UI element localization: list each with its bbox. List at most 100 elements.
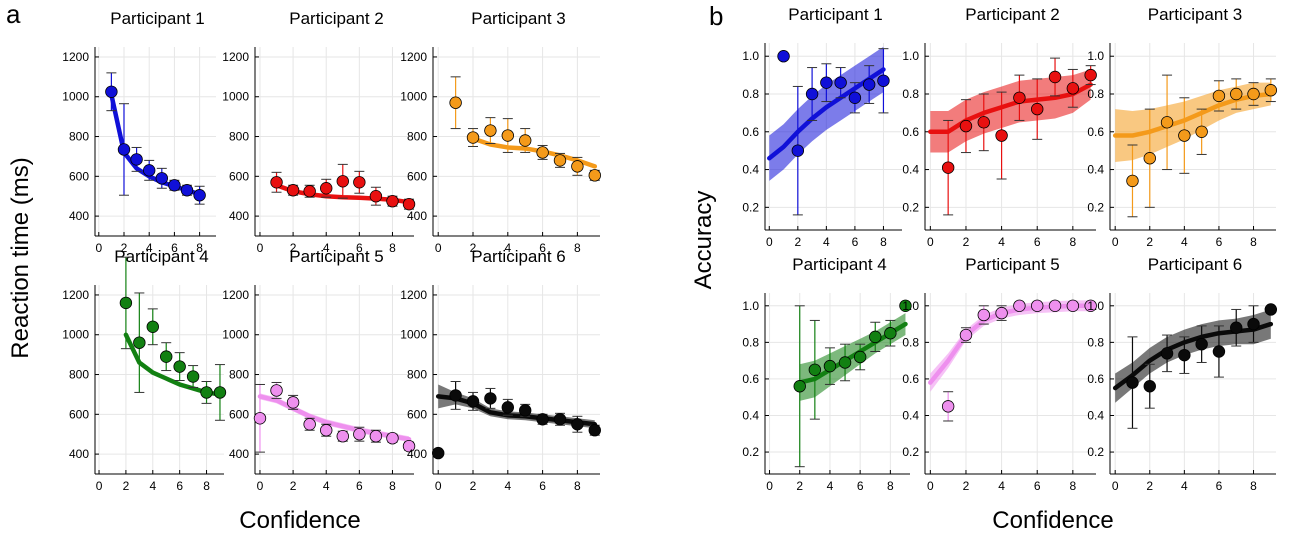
y-tick-label: 1.0 [902, 49, 919, 63]
data-point [142, 164, 156, 177]
y-tick-label: 0.2 [902, 445, 919, 459]
data-point [386, 431, 399, 445]
y-tick-label: 0.4 [1087, 163, 1104, 177]
data-point [1031, 299, 1044, 312]
x-tick-label: 6 [539, 479, 546, 493]
data-point [484, 124, 497, 137]
x-tick-label: 6 [1034, 479, 1041, 493]
data-point [466, 395, 480, 408]
data-point [995, 306, 1008, 320]
data-point [518, 404, 532, 417]
data-point [823, 359, 837, 373]
y-tick-label: 400 [407, 447, 427, 461]
data-point [353, 428, 366, 441]
y-tick-label: 1000 [222, 328, 249, 342]
x-tick-label: 2 [290, 241, 297, 255]
y-tick-label: 1000 [222, 90, 249, 104]
data-point [402, 439, 416, 453]
y-tick-label: 0.6 [1087, 125, 1104, 139]
data-point [270, 176, 283, 189]
data-point [1178, 129, 1191, 142]
chart-b-3: 0.2 0.4 0.6 0.8 1.0 0 2 4 6 8 Participant 3 [1087, 5, 1278, 249]
data-point [1230, 321, 1243, 334]
subplot-title: Participant 5 [289, 247, 384, 266]
y-tick-label: 400 [69, 209, 89, 223]
panel-a-letter: a [6, 0, 21, 29]
x-tick-label: 4 [1181, 479, 1188, 493]
chart-a-1: 400 600 800 1000 1200 0 2 4 6 8 Participant 1 [62, 9, 216, 255]
fit-line [1112, 321, 1274, 391]
data-point [1230, 87, 1243, 101]
x-tick-label: 6 [857, 479, 864, 493]
fit-line [1112, 91, 1274, 138]
x-tick-label: 4 [323, 241, 330, 255]
data-point [1247, 317, 1260, 331]
fit-line [257, 394, 412, 442]
data-point [173, 360, 186, 373]
x-tick-label: 8 [203, 479, 210, 493]
x-tick-label: 4 [823, 235, 830, 249]
y-tick-label: 1200 [62, 288, 89, 302]
subplot-title: Participant 2 [289, 9, 384, 28]
x-tick-label: 6 [539, 241, 546, 255]
fit-line [928, 82, 1093, 135]
y-tick-label: 800 [69, 368, 89, 382]
data-point [270, 384, 283, 397]
chart-a-2: 400 600 800 1000 1200 0 2 4 6 8 Participant 2 [222, 9, 416, 255]
y-tick-label: 1.0 [742, 49, 759, 63]
data-point [1066, 82, 1080, 95]
fit-line [928, 303, 1093, 385]
data-point [777, 50, 790, 63]
fit-band [930, 300, 1091, 392]
y-tick-label: 0.2 [742, 445, 759, 459]
y-tick-label: 0.4 [742, 163, 759, 177]
data-point [1247, 87, 1260, 101]
x-tick-label: 2 [121, 241, 128, 255]
data-point [369, 430, 383, 443]
chart-b-1: 0.2 0.4 0.6 0.8 1.0 0 2 4 6 8 Participant 1 [742, 5, 902, 249]
y-tick-label: 800 [407, 130, 427, 144]
data-point [838, 356, 852, 369]
chart-a-4: 400 600 800 1000 1200 0 2 4 6 8 Participant 4 [62, 247, 227, 493]
data-point [877, 74, 890, 87]
y-tick-label: 800 [407, 368, 427, 382]
x-tick-label: 8 [1070, 235, 1077, 249]
data-point [1143, 380, 1156, 393]
data-point [303, 185, 316, 198]
y-tick-label: 600 [407, 169, 427, 183]
data-point [848, 91, 862, 104]
data-point [820, 76, 833, 89]
x-tick-label: 2 [123, 479, 130, 493]
y-tick-label: 400 [407, 209, 427, 223]
data-point [117, 143, 131, 156]
x-tick-label: 4 [827, 479, 834, 493]
data-point [146, 320, 159, 333]
subplot-title: Participant 4 [792, 255, 887, 274]
data-point [588, 169, 601, 182]
x-tick-label: 2 [1146, 235, 1153, 249]
x-tick-label: 6 [176, 479, 183, 493]
data-point [1031, 102, 1044, 116]
panel-a-y-axis-label: Reaction time (ms) [7, 157, 34, 358]
data-point [119, 296, 133, 310]
x-tick-label: 0 [257, 241, 264, 255]
data-point [571, 160, 584, 173]
data-point [899, 299, 912, 312]
data-point [1013, 299, 1026, 312]
x-tick-label: 4 [504, 241, 511, 255]
x-tick-label: 0 [1112, 235, 1119, 249]
data-point [1084, 299, 1097, 312]
y-tick-label: 0.6 [742, 125, 759, 139]
data-point [791, 144, 805, 157]
panel-b-y-axis-label: Accuracy [690, 191, 717, 290]
data-point [501, 401, 515, 414]
y-tick-label: 1.0 [1087, 299, 1104, 313]
y-tick-label: 0.8 [1087, 87, 1104, 101]
x-tick-label: 0 [96, 479, 103, 493]
data-point [884, 327, 897, 340]
data-point [449, 389, 462, 402]
x-tick-label: 4 [146, 241, 153, 255]
data-point [1264, 84, 1278, 97]
x-tick-label: 2 [796, 479, 803, 493]
